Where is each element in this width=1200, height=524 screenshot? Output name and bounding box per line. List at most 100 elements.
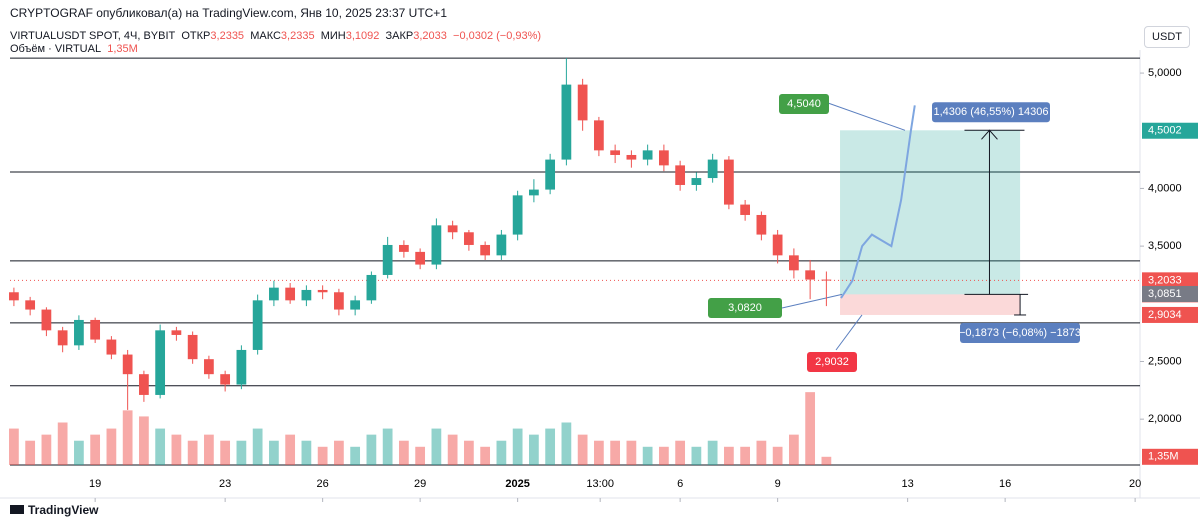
volume-bar — [805, 392, 816, 465]
candle-body — [594, 120, 604, 151]
profit-text: 1,4306 (46,55%) 14306 — [934, 106, 1049, 118]
volume-bar — [236, 440, 247, 465]
profit-text-bg — [932, 102, 1050, 123]
volume-bar — [317, 446, 328, 465]
candle-body — [691, 178, 702, 185]
candle-body — [480, 244, 491, 256]
value: 1,35M — [107, 43, 138, 55]
y-tick-label: 4,0000 — [1148, 182, 1182, 194]
volume-bar — [301, 440, 312, 465]
candle-body — [366, 274, 377, 301]
volume-bar — [334, 440, 344, 465]
candle-body — [399, 244, 409, 252]
volume-bar — [25, 440, 36, 465]
candle-body — [122, 354, 133, 375]
volume-tag-bg — [1142, 448, 1198, 465]
x-tick-label: 13:00 — [586, 478, 614, 490]
volume-bar — [772, 446, 783, 465]
volume-bar — [464, 440, 474, 465]
candle-body — [74, 319, 84, 346]
price-tag: 3,2033 — [1148, 274, 1182, 286]
volume-bar — [529, 434, 539, 465]
candle-body — [512, 195, 523, 235]
volume-bar — [139, 416, 149, 465]
volume-bar — [691, 446, 702, 465]
volume-bar — [415, 446, 426, 465]
change: −0,0302 (−0,93%) — [453, 30, 542, 42]
volume-bar — [577, 434, 588, 465]
volume-bar — [220, 440, 231, 465]
volume-bar — [366, 434, 377, 465]
entry-label-bg — [708, 298, 782, 318]
y-tick-label: 5,0000 — [1148, 67, 1182, 79]
candle-body — [561, 84, 572, 160]
candle-body — [789, 255, 799, 271]
volume-bar — [545, 428, 556, 465]
x-tick-label: 6 — [677, 478, 683, 490]
volume-bar — [106, 428, 117, 465]
volume-bar — [512, 428, 523, 465]
loss-text-bg — [960, 322, 1080, 343]
volume-tag: 1,35M — [1148, 451, 1179, 463]
volume-bar — [594, 440, 604, 465]
currency-button[interactable]: USDT — [1144, 26, 1190, 48]
logo — [10, 505, 24, 514]
label: Объём · VIRTUAL — [10, 43, 102, 55]
volume-bar — [431, 428, 442, 465]
candle-body — [204, 359, 214, 375]
volume-bar — [187, 440, 198, 465]
label: ОТКР — [181, 30, 211, 42]
volume-bar — [789, 434, 799, 465]
volume-bar — [399, 440, 409, 465]
candle-body — [317, 289, 328, 293]
candle-body — [577, 84, 588, 121]
candle-body — [285, 287, 296, 301]
y-tick-label: 3,5000 — [1148, 240, 1182, 252]
stop-label: 2,9032 — [815, 356, 849, 368]
target-label: 4,5040 — [787, 98, 821, 110]
candle-body — [252, 300, 263, 350]
volume-bar — [269, 440, 279, 465]
volume-bar — [626, 440, 637, 465]
value: 3,2335 — [280, 30, 315, 42]
candle-body — [772, 234, 783, 256]
candle-body — [90, 319, 101, 340]
loss-text: −0,1873 (−6,08%) −1873 — [959, 327, 1081, 339]
candle-body — [610, 150, 621, 155]
volume-bar — [252, 428, 263, 465]
candle-body — [220, 374, 231, 385]
volume-bar — [9, 428, 19, 465]
stop-label-bg — [807, 352, 857, 372]
candle-body — [236, 349, 247, 385]
volume-bar — [561, 422, 572, 465]
candle-body — [106, 339, 117, 355]
volume-bar — [610, 440, 621, 465]
x-tick-label: 2025 — [505, 478, 529, 490]
candle-body — [269, 287, 279, 301]
candle-body — [545, 159, 556, 190]
value: 3,1092 — [345, 30, 380, 42]
volume-bar — [659, 446, 669, 465]
price-tag-bg — [1142, 285, 1198, 302]
y-tick-label: 2,5000 — [1148, 355, 1182, 367]
candle-body — [740, 204, 751, 215]
candle-body — [25, 300, 36, 310]
candle-body — [9, 292, 19, 301]
candle-body — [41, 309, 52, 331]
volume-line: Объём · VIRTUAL 1,35M — [10, 43, 138, 55]
volume-bar — [74, 440, 84, 465]
projection-line — [840, 105, 916, 299]
publisher: CRYPTOGRAF опубликовал(а) на TradingView… — [10, 6, 447, 20]
volume-bar — [740, 446, 751, 465]
candle-body — [187, 334, 198, 360]
profit-zone — [840, 130, 1021, 295]
loss-zone — [840, 294, 1021, 315]
x-tick-label: 16 — [999, 478, 1011, 490]
candle-body — [805, 270, 816, 280]
candle-body — [447, 225, 458, 233]
volume-bar — [707, 440, 718, 465]
candle-body — [529, 189, 539, 196]
candle-body — [756, 214, 767, 235]
candle-body — [334, 292, 344, 310]
price-tag: 4,5002 — [1148, 125, 1182, 137]
